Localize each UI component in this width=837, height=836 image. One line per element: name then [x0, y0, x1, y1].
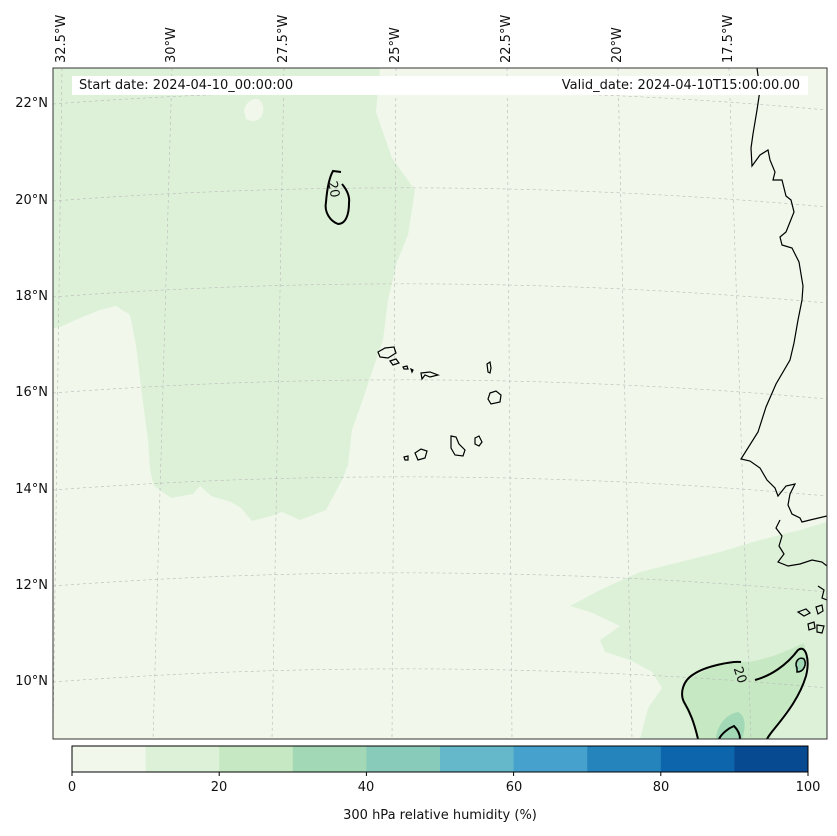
colorbar-cell-40-50	[366, 746, 441, 772]
lon-label-17-5w: 17.5°W	[721, 14, 736, 63]
lon-label-27-5w: 27.5°W	[276, 14, 291, 63]
lon-label-25w: 25°W	[388, 27, 403, 63]
meridian-30w	[152, 68, 173, 739]
lat-label-14n: 14°N	[15, 482, 48, 497]
lat-label-16n: 16°N	[15, 385, 48, 400]
west-africa-coastline	[740, 68, 827, 523]
lon-label-30w: 30°W	[164, 27, 179, 63]
parallel-12n	[53, 572, 827, 593]
colorbar-cell-0-10	[72, 746, 147, 772]
parallel-20n	[53, 187, 827, 208]
colorbar-tick-label-100: 100	[795, 780, 821, 795]
lon-label-22-5w: 22.5°W	[499, 14, 514, 63]
humidity-region-20-30	[682, 643, 806, 739]
colorbar-tick-label-20: 20	[210, 780, 228, 795]
lat-label-18n: 18°N	[15, 289, 48, 304]
colorbar-cell-30-40	[292, 746, 367, 772]
island-sal	[486, 360, 492, 374]
meridian-25w	[391, 68, 397, 739]
island-sao-nicolau	[409, 367, 441, 381]
colorbar-cell-60-70	[513, 746, 588, 772]
humidity-region-west	[53, 68, 415, 521]
island-fogo	[414, 448, 428, 461]
meridian-20w	[617, 68, 633, 739]
island-maio	[474, 435, 483, 447]
contour-line-southeast-east	[754, 647, 809, 739]
colorbar-cell-20-30	[219, 746, 294, 772]
contour-line-south	[718, 724, 741, 739]
parallel-22n	[53, 90, 827, 111]
parallel-10n	[53, 668, 827, 689]
island-santo-antao	[377, 346, 397, 359]
island-santa-luzia	[402, 365, 409, 370]
colorbar-tick-label-80: 80	[652, 780, 670, 795]
island-santiago	[450, 435, 466, 457]
lon-label-32-5w: 32.5°W	[54, 14, 69, 63]
parallel-18n	[53, 283, 827, 304]
cape-verde-islands	[377, 346, 502, 461]
lat-label-20n: 20°N	[15, 193, 48, 208]
parallel-14n	[53, 476, 827, 497]
contour-line-north	[324, 169, 351, 226]
lat-label-12n: 12°N	[15, 578, 48, 593]
island-sao-vicente	[389, 358, 400, 366]
meridian-17-5w	[728, 68, 752, 739]
colorbar-frame	[71, 745, 809, 773]
parallel-16n	[53, 379, 827, 400]
lat-label-22n: 22°N	[15, 96, 48, 111]
colorbar-cell-90-100	[734, 746, 809, 772]
meridian-32-5w	[53, 68, 63, 739]
guinea-coastline	[775, 519, 827, 567]
colorbar-cell-10-20	[145, 746, 220, 772]
lon-label-20w: 20°W	[610, 27, 625, 63]
contour-line-southeast	[681, 660, 742, 739]
lat-label-10n: 10°N	[15, 674, 48, 689]
contour-label-north: 20	[324, 180, 342, 199]
colorbar-cell-80-90	[660, 746, 735, 772]
valid-date-label: Valid_date: 2024-04-10T15:00:00.00	[561, 78, 800, 93]
map-panel	[53, 68, 827, 739]
meridian-27-5w	[271, 68, 285, 739]
colorbar-cell-50-60	[440, 746, 515, 772]
colorbar	[71, 745, 809, 776]
meridian-22-5w	[506, 68, 513, 739]
colorbar-cells	[72, 746, 809, 772]
colorbar-ticks	[71, 772, 809, 776]
island-boa-vista	[487, 390, 502, 405]
colorbar-tick-label-60: 60	[505, 780, 523, 795]
colorbar-title: 300 hPa relative humidity (%)	[343, 808, 537, 823]
colorbar-tick-label-40: 40	[357, 780, 375, 795]
forecast-info-box: Start date: 2024-04-10_00:00:00 Valid_da…	[72, 76, 808, 95]
graticule	[53, 68, 827, 739]
map-frame	[52, 67, 828, 740]
humidity-clear-pocket	[244, 98, 264, 121]
start-date-label: Start date: 2024-04-10_00:00:00	[79, 78, 294, 93]
colorbar-cell-70-80	[587, 746, 662, 772]
colorbar-tick-label-0: 0	[67, 780, 77, 795]
contour-loop-small	[795, 657, 806, 673]
guinea-bissau-coastline	[796, 585, 827, 634]
island-brava	[403, 455, 409, 461]
